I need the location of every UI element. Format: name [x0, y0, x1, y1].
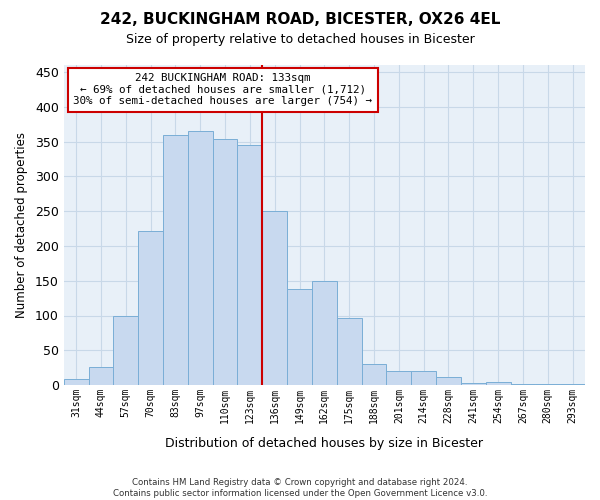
Bar: [138, 232, 163, 385]
Bar: [436, 378, 461, 385]
Text: 242, BUCKINGHAM ROAD, BICESTER, OX26 4EL: 242, BUCKINGHAM ROAD, BICESTER, OX26 4EL: [100, 12, 500, 28]
Y-axis label: Number of detached properties: Number of detached properties: [15, 132, 28, 318]
Bar: [337, 318, 362, 385]
Text: Size of property relative to detached houses in Bicester: Size of property relative to detached ho…: [125, 32, 475, 46]
Bar: [486, 382, 511, 385]
Bar: [560, 384, 585, 385]
Bar: [461, 383, 486, 385]
Bar: [287, 289, 312, 385]
Bar: [362, 364, 386, 385]
Bar: [511, 384, 535, 385]
Bar: [212, 139, 238, 385]
Bar: [312, 282, 337, 385]
Bar: [238, 145, 262, 385]
X-axis label: Distribution of detached houses by size in Bicester: Distribution of detached houses by size …: [166, 437, 484, 450]
Bar: [113, 316, 138, 385]
Text: Contains HM Land Registry data © Crown copyright and database right 2024.
Contai: Contains HM Land Registry data © Crown c…: [113, 478, 487, 498]
Bar: [188, 131, 212, 385]
Bar: [411, 371, 436, 385]
Bar: [535, 384, 560, 385]
Bar: [386, 371, 411, 385]
Bar: [89, 367, 113, 385]
Bar: [64, 379, 89, 385]
Text: 242 BUCKINGHAM ROAD: 133sqm
← 69% of detached houses are smaller (1,712)
30% of : 242 BUCKINGHAM ROAD: 133sqm ← 69% of det…: [73, 73, 372, 106]
Bar: [163, 134, 188, 385]
Bar: [262, 211, 287, 385]
